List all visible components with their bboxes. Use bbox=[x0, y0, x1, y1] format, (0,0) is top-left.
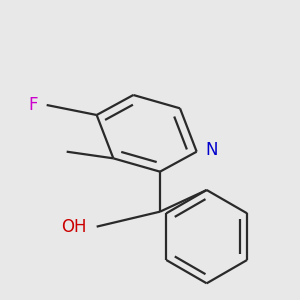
Text: OH: OH bbox=[61, 218, 87, 236]
Text: N: N bbox=[205, 141, 217, 159]
Text: F: F bbox=[29, 96, 38, 114]
